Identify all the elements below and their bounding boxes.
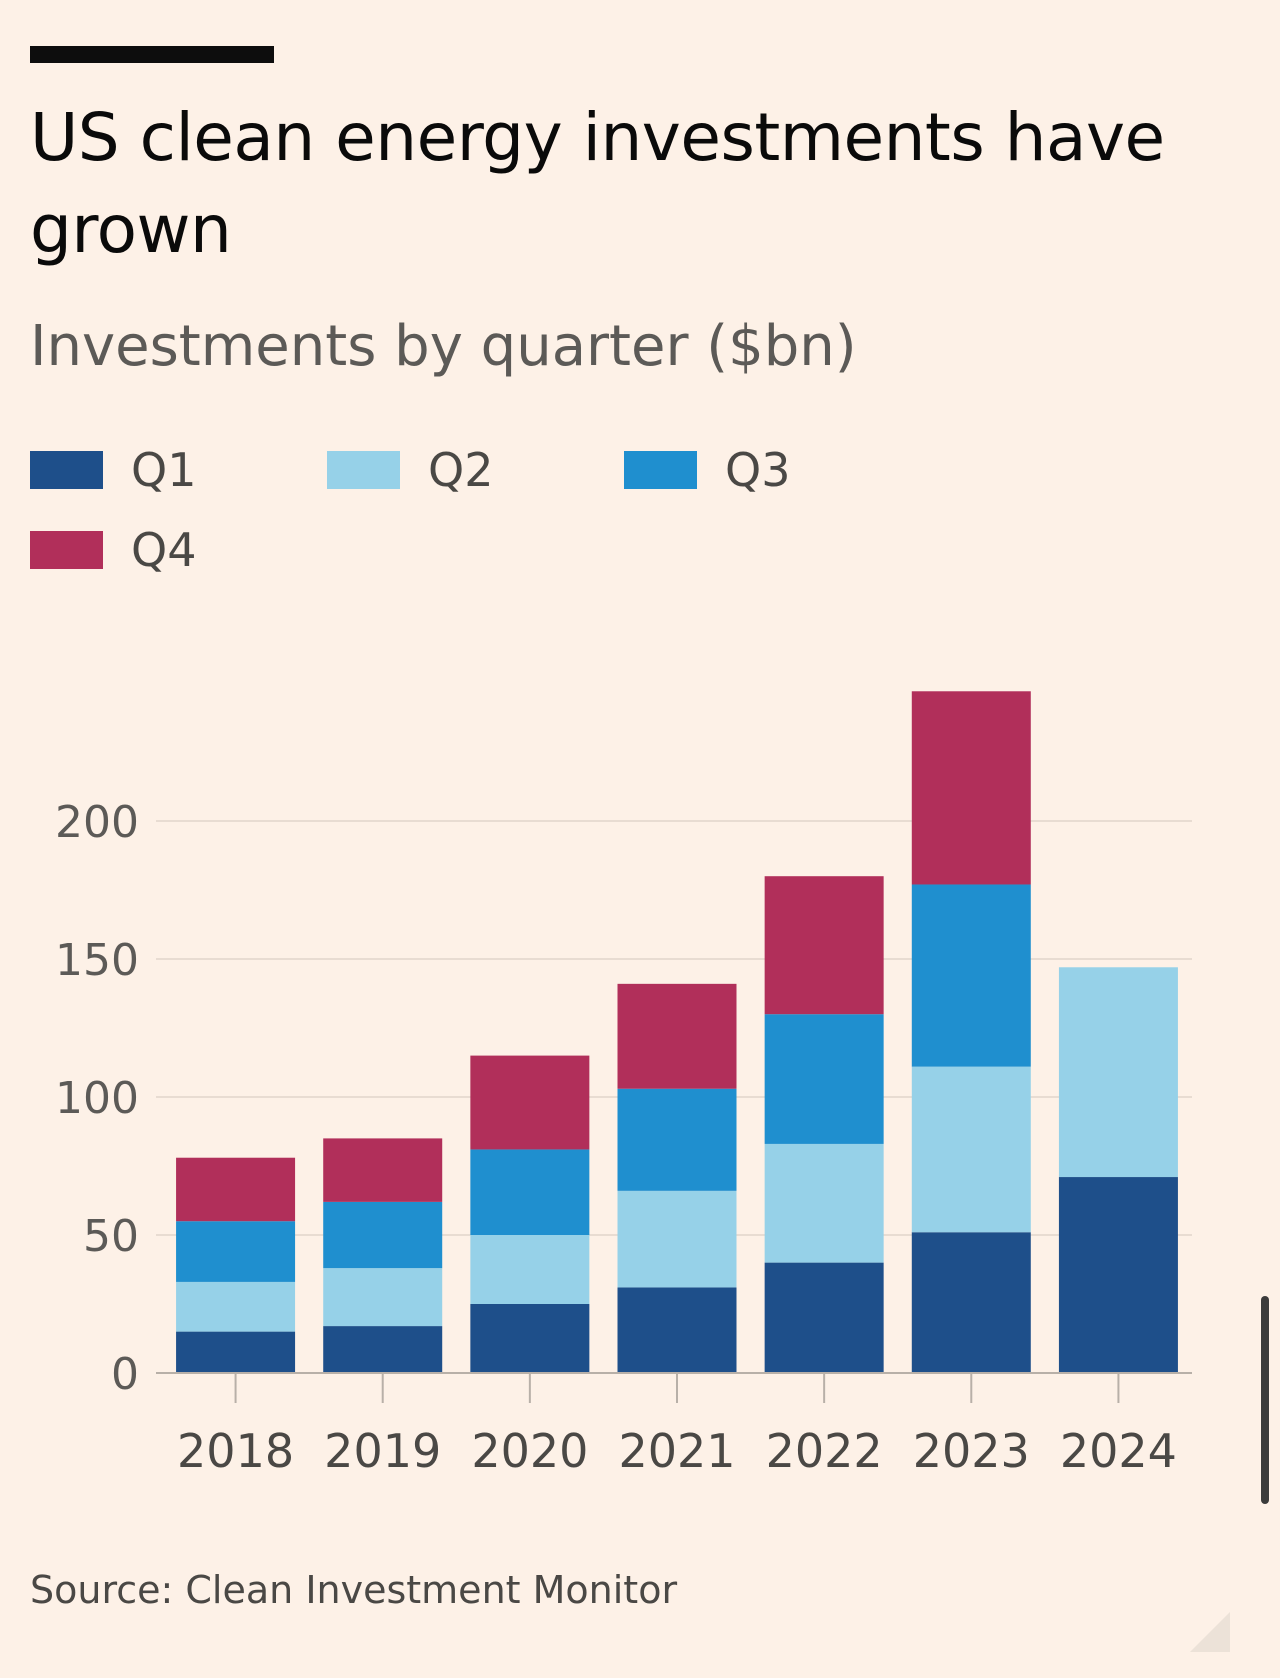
bar-2018-q4 bbox=[176, 1157, 296, 1222]
bar-2023-q1 bbox=[911, 1232, 1031, 1373]
vertical-scrollbar[interactable] bbox=[1261, 1296, 1269, 1504]
y-tick-label-100: 100 bbox=[55, 1073, 139, 1124]
legend-item-q2: Q2 bbox=[327, 430, 624, 510]
x-tick-label-2023: 2023 bbox=[913, 1424, 1030, 1478]
legend-swatch-q3 bbox=[624, 451, 697, 489]
x-tick-label-2021: 2021 bbox=[618, 1424, 735, 1478]
bar-2020-q4 bbox=[470, 1055, 590, 1150]
y-tick-label-0: 0 bbox=[111, 1349, 139, 1400]
bar-2020-q1 bbox=[470, 1304, 590, 1373]
bar-2018-q3 bbox=[176, 1221, 296, 1282]
y-tick-label-50: 50 bbox=[83, 1211, 139, 1262]
legend-label-q3: Q3 bbox=[725, 443, 791, 497]
bar-2021-q3 bbox=[617, 1088, 737, 1191]
x-tick-label-2019: 2019 bbox=[324, 1424, 441, 1478]
chart-title: US clean energy investments have grown bbox=[30, 99, 1165, 268]
bar-2020-q2 bbox=[470, 1235, 590, 1304]
x-tick-label-2018: 2018 bbox=[177, 1424, 294, 1478]
legend-swatch-q1 bbox=[30, 451, 103, 489]
legend-item-q3: Q3 bbox=[624, 430, 921, 510]
bar-2019-q1 bbox=[323, 1326, 443, 1373]
resize-handle-icon[interactable] bbox=[1190, 1612, 1230, 1652]
bar-2022-q2 bbox=[764, 1143, 884, 1263]
legend-label-q4: Q4 bbox=[131, 523, 197, 577]
legend-item-q1: Q1 bbox=[30, 430, 327, 510]
bar-2021-q2 bbox=[617, 1190, 737, 1288]
bar-2021-q1 bbox=[617, 1287, 737, 1373]
title-accent-bar bbox=[30, 46, 274, 63]
bar-2022-q1 bbox=[764, 1262, 884, 1373]
bar-2019-q3 bbox=[323, 1201, 443, 1269]
bar-2024-q2 bbox=[1058, 967, 1178, 1178]
bar-2021-q4 bbox=[617, 983, 737, 1089]
legend-label-q1: Q1 bbox=[131, 443, 197, 497]
bar-2023-q2 bbox=[911, 1066, 1031, 1233]
bar-2018-q2 bbox=[176, 1281, 296, 1332]
bar-2024-q1 bbox=[1058, 1177, 1178, 1373]
bar-2019-q2 bbox=[323, 1268, 443, 1327]
legend: Q1 Q2 Q3 Q4 bbox=[30, 430, 1030, 590]
bar-2022-q4 bbox=[764, 876, 884, 1015]
stacked-bar-chart: 0 50 100 150 200 2018 2019 2020 2021 2022 2023 2024 bbox=[55, 691, 1192, 1478]
legend-label-q2: Q2 bbox=[428, 443, 494, 497]
bar-2018-q1 bbox=[176, 1331, 296, 1373]
bar-2019-q4 bbox=[323, 1138, 443, 1202]
bar-2023-q3 bbox=[911, 884, 1031, 1067]
bar-2023-q4 bbox=[911, 691, 1031, 885]
x-tick-label-2020: 2020 bbox=[471, 1424, 588, 1478]
y-tick-label-150: 150 bbox=[55, 935, 139, 986]
chart-subtitle: Investments by quarter ($bn) bbox=[30, 314, 857, 379]
x-tick-label-2022: 2022 bbox=[766, 1424, 883, 1478]
legend-swatch-q4 bbox=[30, 531, 103, 569]
bar-2022-q3 bbox=[764, 1014, 884, 1144]
y-tick-label-200: 200 bbox=[55, 797, 139, 848]
legend-item-q4: Q4 bbox=[30, 510, 327, 590]
bar-2020-q3 bbox=[470, 1149, 590, 1235]
legend-swatch-q2 bbox=[327, 451, 400, 489]
x-tick-label-2024: 2024 bbox=[1060, 1424, 1177, 1478]
source-note: Source: Clean Investment Monitor bbox=[30, 1568, 678, 1612]
